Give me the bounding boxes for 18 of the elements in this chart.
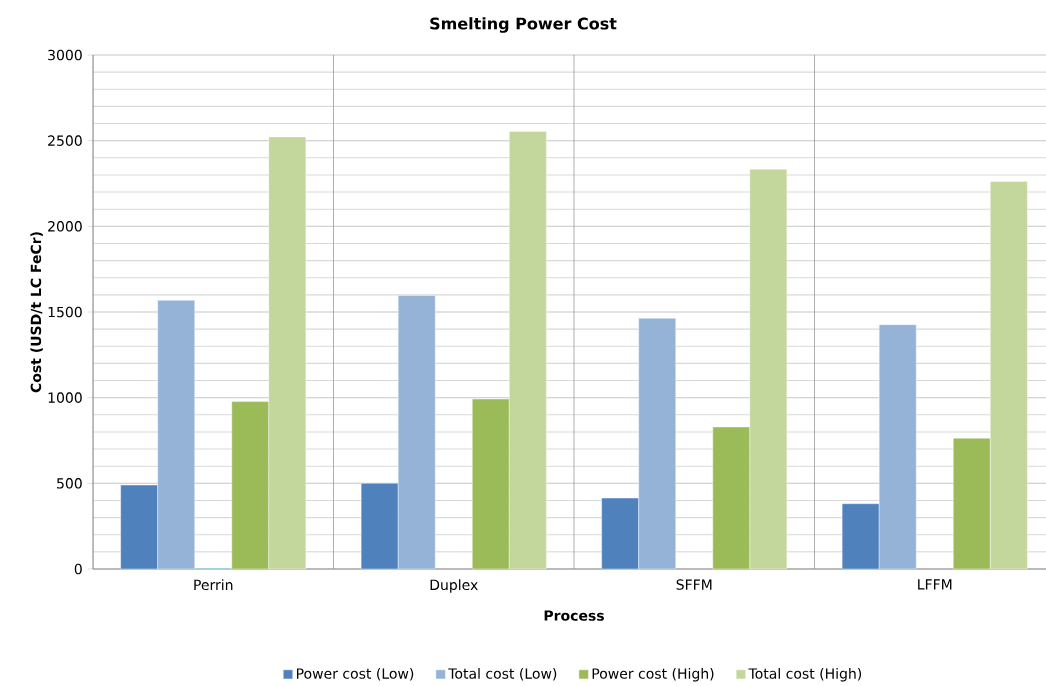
y-axis-title: Cost (USD/t LC FeCr) [30, 232, 43, 393]
y-tick-label: 2500 [48, 135, 82, 146]
x-tick-label: LFFM [918, 579, 952, 590]
y-tick-label: 0 [74, 563, 82, 575]
x-axis-title: Process [544, 610, 604, 621]
x-tick-label: Duplex [430, 579, 478, 593]
legend-label: Power cost (Low) [296, 668, 414, 681]
y-tick-label: 1500 [48, 306, 82, 318]
y-tick-label: 1000 [48, 392, 82, 403]
y-tick-label: 3000 [48, 49, 82, 61]
y-tick-label: 500 [57, 478, 82, 489]
chart-title: Smelting Power Cost [430, 17, 617, 33]
legend-label: Total cost (High) [748, 668, 862, 682]
legend-label: Power cost (High) [592, 668, 714, 682]
legend-label: Total cost (Low) [448, 668, 557, 681]
x-tick-label: Perrin [194, 579, 233, 591]
x-tick-label: SFFM [676, 579, 712, 590]
y-tick-label: 2000 [48, 221, 82, 232]
